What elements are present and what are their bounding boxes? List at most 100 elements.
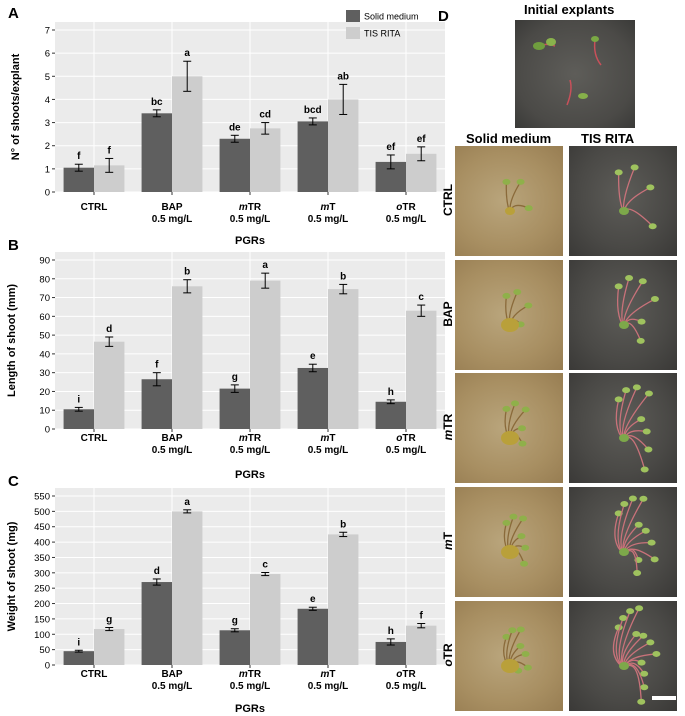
y-tick-label: 10 (39, 406, 50, 417)
x-category-label: CTRL (81, 433, 108, 444)
plant-leaf (518, 440, 527, 447)
y-axis-title: Weight of shoot (mg) (6, 521, 18, 631)
x-axis-title: PGRs (235, 703, 265, 715)
y-tick-label: 0 (45, 661, 50, 672)
plant-image (614, 495, 659, 577)
plant-leaf (638, 278, 647, 285)
plant-base (619, 434, 629, 442)
y-tick-label: 60 (39, 312, 50, 323)
x-category-sublabel: 0.5 mg/L (152, 445, 193, 456)
y-axis-title: Length of shoot (mm) (6, 284, 18, 397)
x-category-sublabel: 0.5 mg/L (386, 681, 427, 692)
x-category-label: mT (320, 669, 335, 680)
plant-leaf (635, 605, 644, 612)
y-tick-label: 6 (45, 49, 50, 60)
x-category-sublabel: 0.5 mg/L (152, 681, 193, 692)
bar-solid-medium (141, 113, 172, 192)
y-tick-label: 70 (39, 293, 50, 304)
significance-label: h (388, 387, 394, 398)
y-tick-label: 30 (39, 368, 50, 379)
significance-label: bcd (304, 105, 322, 116)
bar-solid-medium (219, 138, 250, 192)
plant-leaf (644, 446, 653, 453)
y-tick-label: 300 (34, 568, 50, 579)
significance-label: bc (151, 97, 163, 108)
significance-label: d (106, 324, 112, 335)
plant-image (612, 605, 661, 705)
y-tick-label: 350 (34, 553, 50, 564)
row-label: CTRL (441, 184, 455, 216)
plant-leaf (634, 521, 643, 528)
legend-swatch (346, 10, 360, 22)
x-category-label: BAP (161, 433, 182, 444)
bar-solid-medium (375, 641, 406, 665)
significance-label: a (184, 497, 190, 508)
y-tick-label: 400 (34, 538, 50, 549)
bar-tis-rita (250, 280, 281, 429)
y-tick-label: 2 (45, 141, 50, 152)
plant-base (619, 662, 629, 670)
x-category-sublabel: 0.5 mg/L (230, 445, 271, 456)
plant-leaf (641, 527, 650, 534)
bar-solid-medium (219, 630, 250, 665)
panel-letter: A (8, 5, 19, 22)
significance-label: b (184, 267, 190, 278)
plant-leaf (646, 639, 655, 646)
plant-image (614, 164, 657, 230)
plant-leaf (637, 698, 646, 705)
legend-label: Solid medium (364, 12, 419, 22)
bar-tis-rita (406, 310, 437, 429)
tis-rita-title: TIS RITA (581, 131, 635, 146)
y-tick-label: 40 (39, 349, 50, 360)
photo-solid-ctrl (455, 146, 563, 256)
bar-solid-medium (141, 379, 172, 429)
bar-solid-medium (141, 582, 172, 665)
bar-tis-rita (172, 76, 203, 192)
plant-image (501, 289, 533, 332)
plant-image (501, 626, 532, 674)
plant-leaf (513, 289, 522, 296)
bar-solid-medium (297, 608, 328, 665)
significance-label: d (154, 566, 160, 577)
plant-image (501, 513, 530, 567)
x-category-sublabel: 0.5 mg/L (308, 214, 349, 225)
plant-leaf (639, 632, 648, 639)
plant-leaf (628, 495, 637, 502)
plant-leaf (516, 642, 525, 649)
x-category-label: CTRL (81, 669, 108, 680)
plant-leaf (614, 169, 623, 176)
x-category-label: mTR (239, 433, 262, 444)
row-label: mTR (441, 413, 455, 441)
panel-letter-d: D (438, 8, 449, 25)
chart-c: C 0 50 100 150 200 250 300 350 400 450 500 550 i g CTRL… (6, 473, 445, 715)
x-category-sublabel: 0.5 mg/L (152, 214, 193, 225)
x-category-label: oTR (396, 669, 416, 680)
plant-leaf (508, 627, 517, 634)
panel-letter: B (8, 237, 19, 254)
plant-leaf (640, 684, 649, 691)
plant-leaf (502, 633, 511, 640)
plant-leaf (630, 164, 639, 171)
x-category-sublabel: 0.5 mg/L (230, 681, 271, 692)
x-category-sublabel: 0.5 mg/L (230, 214, 271, 225)
plant-leaf (650, 296, 659, 303)
legend: Solid medium TIS RITA (346, 10, 419, 39)
y-tick-label: 200 (34, 599, 50, 610)
significance-label: de (229, 122, 241, 133)
plant-image (614, 274, 659, 344)
photo-rita-otr (569, 601, 677, 711)
x-category-label: oTR (396, 433, 416, 444)
plant-leaf (647, 539, 656, 546)
plant-image (501, 400, 530, 447)
x-category-sublabel: 0.5 mg/L (386, 445, 427, 456)
x-category-sublabel: 0.5 mg/L (386, 214, 427, 225)
bar-solid-medium (63, 409, 94, 429)
bar-tis-rita (94, 341, 125, 429)
plant-leaf (524, 205, 533, 212)
plant-leaf (614, 396, 623, 403)
significance-label: g (232, 372, 238, 383)
significance-label: e (310, 594, 316, 605)
bar-solid-medium (219, 388, 250, 429)
bar-solid-medium (297, 121, 328, 192)
